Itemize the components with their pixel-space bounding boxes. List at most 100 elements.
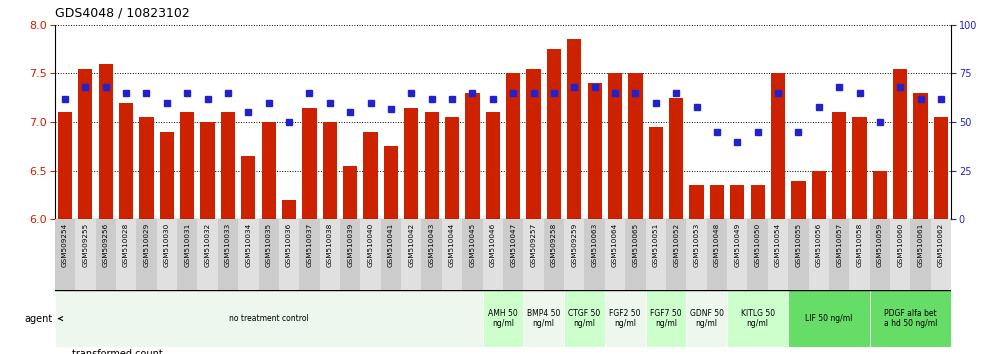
Text: GSM510028: GSM510028 bbox=[124, 223, 129, 267]
Text: GSM510032: GSM510032 bbox=[204, 223, 210, 267]
Bar bbox=[564, 290, 605, 347]
Bar bbox=[483, 219, 503, 290]
Bar bbox=[669, 98, 683, 219]
Bar bbox=[870, 290, 951, 347]
Bar bbox=[913, 93, 927, 219]
Text: no treatment control: no treatment control bbox=[229, 314, 309, 323]
Text: GSM510039: GSM510039 bbox=[348, 223, 354, 267]
Bar bbox=[279, 219, 299, 290]
Text: KITLG 50
ng/ml: KITLG 50 ng/ml bbox=[741, 309, 775, 328]
Bar bbox=[55, 290, 483, 347]
Bar bbox=[625, 219, 645, 290]
Bar bbox=[200, 122, 215, 219]
Text: GSM510035: GSM510035 bbox=[266, 223, 272, 267]
Bar bbox=[707, 219, 727, 290]
Bar bbox=[421, 219, 442, 290]
Text: GSM509257: GSM509257 bbox=[531, 223, 537, 267]
Bar bbox=[442, 219, 462, 290]
Bar bbox=[751, 185, 765, 219]
Bar bbox=[727, 219, 747, 290]
Text: GSM509258: GSM509258 bbox=[551, 223, 557, 267]
Text: agent: agent bbox=[25, 314, 53, 324]
Text: GSM510051: GSM510051 bbox=[652, 223, 658, 267]
Bar bbox=[241, 156, 255, 219]
Bar bbox=[75, 219, 96, 290]
Text: GSM509254: GSM509254 bbox=[62, 223, 68, 267]
Bar bbox=[872, 171, 887, 219]
Text: GSM510029: GSM510029 bbox=[143, 223, 149, 267]
Bar bbox=[567, 39, 582, 219]
Bar bbox=[523, 219, 544, 290]
Bar bbox=[221, 113, 235, 219]
Text: GSM510063: GSM510063 bbox=[592, 223, 598, 267]
Bar bbox=[608, 74, 622, 219]
Text: GSM510064: GSM510064 bbox=[612, 223, 619, 267]
Bar bbox=[55, 219, 75, 290]
Text: GSM510044: GSM510044 bbox=[449, 223, 455, 267]
Bar bbox=[96, 219, 116, 290]
Bar bbox=[282, 200, 296, 219]
Bar bbox=[197, 219, 218, 290]
Text: CTGF 50
ng/ml: CTGF 50 ng/ml bbox=[569, 309, 601, 328]
Bar bbox=[832, 113, 847, 219]
Bar bbox=[788, 290, 870, 347]
Text: GSM510045: GSM510045 bbox=[469, 223, 475, 267]
Text: GSM510048: GSM510048 bbox=[714, 223, 720, 267]
Bar bbox=[445, 117, 459, 219]
Bar bbox=[218, 219, 238, 290]
Bar bbox=[730, 185, 744, 219]
Bar bbox=[55, 349, 68, 354]
Bar bbox=[58, 113, 72, 219]
Bar bbox=[890, 219, 910, 290]
Bar bbox=[788, 219, 809, 290]
Bar bbox=[486, 113, 500, 219]
Bar bbox=[747, 219, 768, 290]
Bar bbox=[303, 108, 317, 219]
Bar bbox=[910, 219, 931, 290]
Bar bbox=[506, 74, 520, 219]
Bar bbox=[727, 290, 788, 347]
Text: GSM510050: GSM510050 bbox=[755, 223, 761, 267]
Bar bbox=[527, 69, 541, 219]
Bar bbox=[119, 103, 133, 219]
Text: GSM509259: GSM509259 bbox=[572, 223, 578, 267]
Bar bbox=[320, 219, 340, 290]
Bar bbox=[931, 219, 951, 290]
Bar bbox=[299, 219, 320, 290]
Bar bbox=[666, 219, 686, 290]
Text: PDGF alfa bet
a hd 50 ng/ml: PDGF alfa bet a hd 50 ng/ml bbox=[883, 309, 937, 328]
Text: AMH 50
ng/ml: AMH 50 ng/ml bbox=[488, 309, 518, 328]
Bar bbox=[343, 166, 358, 219]
Bar bbox=[323, 122, 337, 219]
Bar bbox=[829, 219, 850, 290]
Bar bbox=[465, 93, 479, 219]
Text: LIF 50 ng/ml: LIF 50 ng/ml bbox=[805, 314, 853, 323]
Bar bbox=[791, 181, 806, 219]
Text: GSM509256: GSM509256 bbox=[103, 223, 109, 267]
Bar bbox=[564, 219, 585, 290]
Bar bbox=[585, 219, 605, 290]
Bar bbox=[136, 219, 156, 290]
Text: GSM510038: GSM510038 bbox=[327, 223, 333, 267]
Text: GDS4048 / 10823102: GDS4048 / 10823102 bbox=[55, 7, 189, 20]
Text: GSM510054: GSM510054 bbox=[775, 223, 781, 267]
Bar bbox=[159, 132, 174, 219]
Text: GSM510030: GSM510030 bbox=[163, 223, 170, 267]
Text: GSM510065: GSM510065 bbox=[632, 223, 638, 267]
Text: GSM510049: GSM510049 bbox=[734, 223, 740, 267]
Bar bbox=[812, 171, 826, 219]
Bar bbox=[605, 290, 645, 347]
Text: GSM510047: GSM510047 bbox=[510, 223, 516, 267]
Bar bbox=[893, 69, 907, 219]
Bar bbox=[648, 127, 663, 219]
Bar bbox=[544, 219, 564, 290]
Bar bbox=[809, 219, 829, 290]
Bar bbox=[180, 113, 194, 219]
Bar bbox=[523, 290, 564, 347]
Text: GSM510034: GSM510034 bbox=[245, 223, 251, 267]
Bar bbox=[645, 219, 666, 290]
Bar bbox=[259, 219, 279, 290]
Bar bbox=[628, 74, 642, 219]
Bar bbox=[645, 290, 686, 347]
Text: BMP4 50
ng/ml: BMP4 50 ng/ml bbox=[527, 309, 561, 328]
